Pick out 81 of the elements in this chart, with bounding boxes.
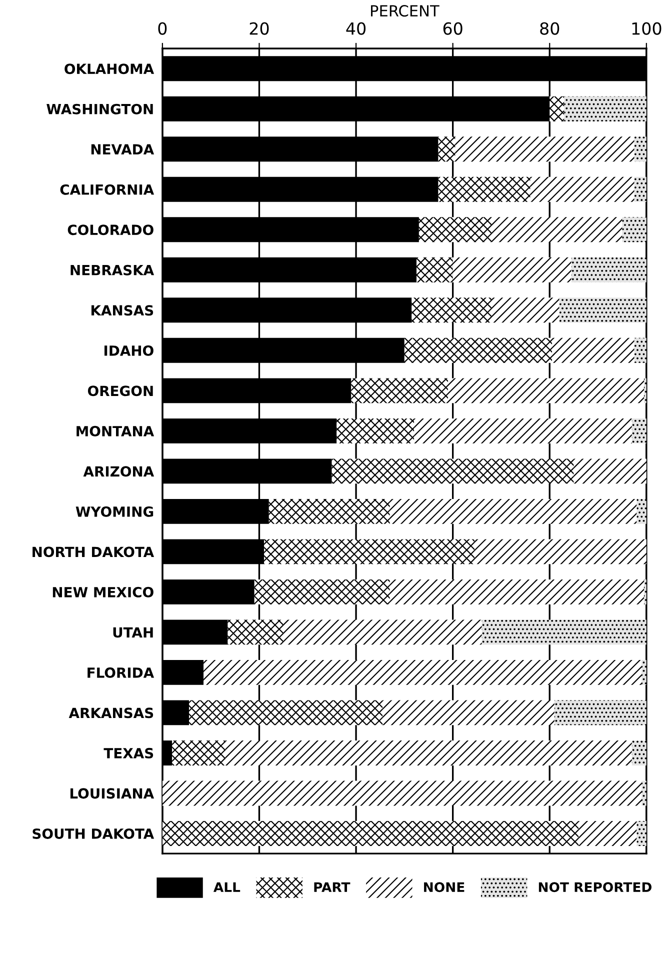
bar — [550, 96, 564, 122]
bar — [636, 820, 646, 846]
y-tick-label: LOUISIANA — [70, 788, 154, 799]
bar — [390, 579, 644, 604]
bar — [418, 217, 492, 242]
legend-label: PART — [314, 882, 350, 892]
y-tick-label: COLORADO — [68, 224, 154, 236]
bar — [632, 740, 646, 766]
bar — [492, 217, 622, 242]
bar — [172, 740, 226, 766]
x-axis-title: PERCENT — [371, 5, 440, 17]
bar — [382, 700, 554, 726]
x-tick-label: 0 — [158, 22, 167, 35]
bar — [416, 257, 453, 282]
bar — [225, 740, 632, 766]
bar — [564, 96, 646, 122]
y-tick-label: KANSAS — [91, 305, 154, 316]
bar — [452, 257, 572, 282]
bar — [492, 298, 560, 323]
y-tick-label: OKLAHOMA — [64, 64, 154, 74]
y-tick-label: ARKANSAS — [68, 708, 154, 718]
bar — [404, 338, 552, 363]
y-tick-label: MONTANA — [76, 426, 154, 436]
bar — [482, 620, 646, 645]
bar — [162, 820, 579, 846]
y-tick-label: WASHINGTON — [46, 104, 153, 114]
bar — [632, 418, 646, 444]
bar — [634, 176, 646, 202]
bar — [634, 338, 646, 363]
bar — [264, 539, 475, 564]
bar — [634, 136, 646, 162]
bar — [332, 458, 574, 484]
bar — [552, 338, 634, 363]
bar — [283, 620, 482, 645]
bar — [636, 498, 646, 524]
bar — [455, 136, 634, 162]
bar — [189, 700, 383, 726]
bar — [254, 579, 390, 604]
bar — [530, 176, 634, 202]
y-tick-label: NEW MEXICO — [52, 586, 154, 598]
bar — [268, 498, 390, 524]
bar — [474, 539, 646, 564]
bar — [412, 298, 492, 323]
bar — [622, 217, 646, 242]
bar — [642, 660, 646, 685]
bar — [228, 620, 284, 645]
bar — [390, 498, 637, 524]
x-tick-label: 20 — [250, 22, 269, 35]
x-tick-label: 100 — [632, 22, 662, 35]
y-tick-label: NORTH DAKOTA — [32, 546, 154, 558]
bar — [438, 176, 530, 202]
bar — [448, 378, 644, 404]
y-tick-label: TEXAS — [104, 748, 154, 758]
x-tick-label: 80 — [540, 22, 560, 35]
legend-label: ALL — [213, 882, 240, 892]
bar — [642, 780, 646, 806]
y-tick-label: NEBRASKA — [70, 264, 154, 276]
bar — [571, 257, 646, 282]
x-tick-label: 40 — [346, 22, 366, 35]
bar — [336, 418, 414, 444]
y-tick-label: FLORIDA — [88, 667, 154, 678]
bar — [162, 780, 642, 806]
y-tick-label: SOUTH DAKOTA — [32, 828, 154, 839]
y-tick-label: OREGON — [88, 386, 153, 396]
bar — [438, 136, 456, 162]
x-tick-label: 60 — [443, 22, 462, 35]
y-tick-label: WYOMING — [76, 506, 154, 517]
y-tick-label: NEVADA — [91, 144, 154, 154]
y-tick-label: ARIZONA — [83, 466, 154, 477]
bar — [574, 458, 646, 484]
bar — [578, 820, 637, 846]
bar — [351, 378, 448, 404]
bar — [554, 700, 646, 726]
legend-label: NONE — [424, 882, 464, 892]
y-tick-label: IDAHO — [104, 345, 154, 356]
legend-label: NOT REPORTED — [538, 882, 652, 892]
bar — [414, 418, 632, 444]
y-tick-label: UTAH — [113, 627, 153, 638]
bar — [204, 660, 642, 685]
y-tick-label: CALIFORNIA — [60, 184, 154, 195]
bar — [559, 298, 646, 323]
